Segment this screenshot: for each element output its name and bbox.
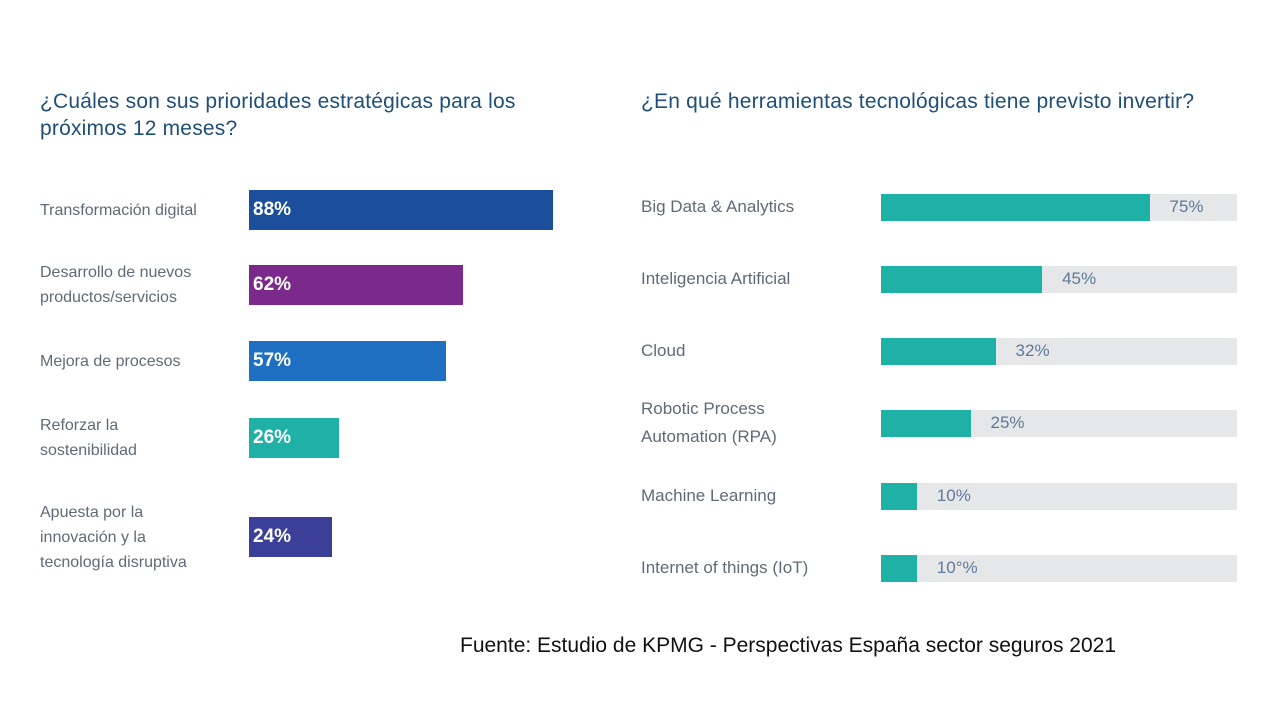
bar-category-label: Reforzar la sostenibilidad	[40, 417, 137, 459]
bar-track: 25%	[881, 409, 1237, 437]
bar-category-label: Apuesta por la innovación y la tecnología …	[40, 503, 187, 571]
priority-bar: 88%	[249, 190, 553, 230]
bar-category-label: Cloud	[641, 341, 686, 360]
bar-value-label: 75%	[1169, 197, 1204, 216]
bar-value-label: 24%	[253, 526, 292, 547]
right-chart-title: ¿En qué herramientas tecnológicas tiene …	[641, 90, 1195, 113]
bar-category-label: Transformación digital	[40, 201, 197, 219]
investment-bar	[881, 482, 917, 510]
bar-value-label: 25%	[990, 413, 1025, 432]
bar-value-label: 10%	[936, 486, 971, 505]
priority-bar: 57%	[249, 341, 446, 381]
investment-bar	[881, 193, 1150, 221]
priority-bar: 26%	[249, 418, 339, 458]
left-chart-title: ¿Cuáles son sus prioridades estratégicas…	[40, 90, 516, 140]
bar-track: 10°%	[881, 554, 1237, 582]
investment-bar	[881, 265, 1043, 293]
investment-bar	[881, 409, 971, 437]
bar-value-label: 62%	[253, 274, 292, 295]
bar-track: 32%	[881, 337, 1237, 365]
priority-bar: 62%	[249, 265, 463, 305]
bar-value-label: 32%	[1015, 341, 1050, 360]
bar-value-label: 10°%	[936, 558, 978, 577]
bar-value-label: 26%	[253, 427, 292, 448]
bar-track: 75%	[881, 193, 1237, 221]
bar-category-label: Big Data & Analytics	[641, 197, 795, 216]
bar-track: 10%	[881, 482, 1237, 510]
source-caption: Fuente: Estudio de KPMG - Perspectivas E…	[460, 634, 1117, 657]
bar-value-label: 45%	[1062, 269, 1097, 288]
bar-category-label: Desarrollo de nuevos productos/servicios	[40, 264, 192, 306]
bar-category-label: Mejora de procesos	[40, 352, 181, 370]
bar-category-label: Robotic Process Automation (RPA)	[641, 399, 777, 446]
bar-track: 45%	[881, 265, 1237, 293]
bar-category-label: Machine Learning	[641, 486, 777, 505]
priority-bar: 24%	[249, 517, 332, 557]
bar-value-label: 57%	[253, 350, 292, 371]
investment-bar	[881, 337, 996, 365]
investment-bar	[881, 554, 917, 582]
bar-category-label: Internet of things (IoT)	[641, 558, 809, 577]
bar-category-label: Inteligencia Artificial	[641, 269, 791, 288]
bar-value-label: 88%	[253, 199, 292, 220]
